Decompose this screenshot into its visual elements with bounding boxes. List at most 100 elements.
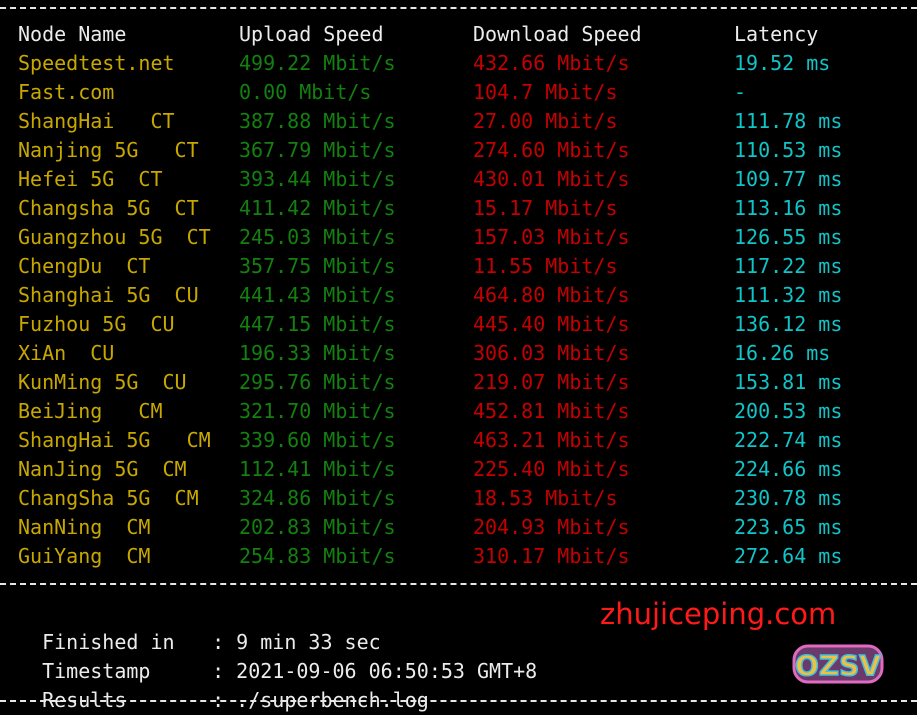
footer-finished: Finished in : 9 min 33 sec xyxy=(18,599,381,654)
divider-top xyxy=(0,7,917,9)
download-speed: 11.55 Mbit/s xyxy=(473,254,618,278)
download-speed: 432.66 Mbit/s xyxy=(473,51,630,75)
table-row: ShangHai CT 387.88 Mbit/s 27.00 Mbit/s 111.… xyxy=(0,107,917,136)
latency: 109.77 ms xyxy=(734,167,843,191)
table-row: Changsha 5G CT 411.42 Mbit/s 15.17 Mbit/s 1… xyxy=(0,194,917,223)
table-row: Nanjing 5G CT 367.79 Mbit/s 274.60 Mbit/s 1… xyxy=(0,136,917,165)
upload-speed: 393.44 Mbit/s xyxy=(239,167,396,191)
node-name: ChengDu CT xyxy=(18,254,151,278)
footer-timestamp: Timestamp : 2021-09-06 06:50:53 GMT+8 xyxy=(18,628,537,683)
node-name: Changsha 5G CT xyxy=(18,196,199,220)
table-row: Hefei 5G CT 393.44 Mbit/s 430.01 Mbit/s 109… xyxy=(0,165,917,194)
header-node-name: Node Name xyxy=(18,22,127,46)
latency: 111.78 ms xyxy=(734,109,843,133)
table-row: Fast.com 0.00 Mbit/s 104.7 Mbit/s - xyxy=(0,78,917,107)
watermark-text: zhujiceping.com xyxy=(600,597,837,631)
latency: 136.12 ms xyxy=(734,312,843,336)
download-speed: 204.93 Mbit/s xyxy=(473,515,630,539)
divider-bottom xyxy=(0,700,917,702)
upload-speed: 367.79 Mbit/s xyxy=(239,138,396,162)
upload-speed: 202.83 Mbit/s xyxy=(239,515,396,539)
download-speed: 274.60 Mbit/s xyxy=(473,138,630,162)
latency: 223.65 ms xyxy=(734,515,843,539)
latency: 110.53 ms xyxy=(734,138,843,162)
download-speed: 27.00 Mbit/s xyxy=(473,109,618,133)
node-name: Fast.com xyxy=(18,80,115,104)
latency: 272.64 ms xyxy=(734,544,843,568)
download-speed: 104.7 Mbit/s xyxy=(473,80,618,104)
node-name: Guangzhou 5G CT xyxy=(18,225,211,249)
latency: 16.26 ms xyxy=(734,341,831,365)
table-row: Speedtest.net 499.22 Mbit/s 432.66 Mbit/s 1… xyxy=(0,49,917,78)
upload-speed: 324.86 Mbit/s xyxy=(239,486,396,510)
latency: 200.53 ms xyxy=(734,399,843,423)
ozsv-logo-text: OZSV xyxy=(795,649,881,682)
table-row: GuiYang CM 254.83 Mbit/s 310.17 Mbit/s 272.… xyxy=(0,542,917,571)
download-speed: 445.40 Mbit/s xyxy=(473,312,630,336)
latency: 117.22 ms xyxy=(734,254,843,278)
node-name: ShangHai CT xyxy=(18,109,175,133)
timestamp-label: Timestamp xyxy=(42,659,151,683)
node-name: Shanghai 5G CU xyxy=(18,283,199,307)
node-name: XiAn CU xyxy=(18,341,115,365)
header-latency: Latency xyxy=(734,22,819,46)
table-header: Node Name Upload Speed Download Speed La… xyxy=(0,20,917,49)
upload-speed: 112.41 Mbit/s xyxy=(239,457,396,481)
table-row: ChengDu CT 357.75 Mbit/s 11.55 Mbit/s 117.2… xyxy=(0,252,917,281)
latency: 113.16 ms xyxy=(734,196,843,220)
latency: 111.32 ms xyxy=(734,283,843,307)
latency: 153.81 ms xyxy=(734,370,843,394)
node-name: Speedtest.net xyxy=(18,51,175,75)
download-speed: 464.80 Mbit/s xyxy=(473,283,630,307)
upload-speed: 357.75 Mbit/s xyxy=(239,254,396,278)
latency: 224.66 ms xyxy=(734,457,843,481)
node-name: NanNing CM xyxy=(18,515,151,539)
header-upload-speed: Upload Speed xyxy=(239,22,384,46)
upload-speed: 441.43 Mbit/s xyxy=(239,283,396,307)
finished-label: Finished in xyxy=(42,630,175,654)
node-name: ShangHai 5G CM xyxy=(18,428,211,452)
footer-results: Results: ./superbench.log xyxy=(18,657,429,712)
download-speed: 310.17 Mbit/s xyxy=(473,544,630,568)
upload-speed: 339.60 Mbit/s xyxy=(239,428,396,452)
upload-speed: 196.33 Mbit/s xyxy=(239,341,396,365)
upload-speed: 254.83 Mbit/s xyxy=(239,544,396,568)
download-speed: 430.01 Mbit/s xyxy=(473,167,630,191)
upload-speed: 447.15 Mbit/s xyxy=(239,312,396,336)
download-speed: 219.07 Mbit/s xyxy=(473,370,630,394)
node-name: ChangSha 5G CM xyxy=(18,486,199,510)
divider-middle xyxy=(0,583,917,585)
table-row: NanNing CM 202.83 Mbit/s 204.93 Mbit/s 223.… xyxy=(0,513,917,542)
latency: 222.74 ms xyxy=(734,428,843,452)
latency: 230.78 ms xyxy=(734,486,843,510)
node-name: Fuzhou 5G CU xyxy=(18,312,175,336)
upload-speed: 245.03 Mbit/s xyxy=(239,225,396,249)
table-row: Guangzhou 5G CT 245.03 Mbit/s 157.03 Mbit/… xyxy=(0,223,917,252)
node-name: NanJing 5G CM xyxy=(18,457,187,481)
upload-speed: 0.00 Mbit/s xyxy=(239,80,372,104)
download-speed: 18.53 Mbit/s xyxy=(473,486,618,510)
node-name: KunMing 5G CU xyxy=(18,370,187,394)
download-speed: 463.21 Mbit/s xyxy=(473,428,630,452)
download-speed: 452.81 Mbit/s xyxy=(473,399,630,423)
ozsv-logo: OZSV xyxy=(792,644,884,684)
upload-speed: 387.88 Mbit/s xyxy=(239,109,396,133)
upload-speed: 411.42 Mbit/s xyxy=(239,196,396,220)
table-row: BeiJing CM 321.70 Mbit/s 452.81 Mbit/s 200.… xyxy=(0,397,917,426)
download-speed: 306.03 Mbit/s xyxy=(473,341,630,365)
table-row: ShangHai 5G CM 339.60 Mbit/s 463.21 Mbit/s… xyxy=(0,426,917,455)
timestamp-value: : 2021-09-06 06:50:53 GMT+8 xyxy=(212,659,538,683)
download-speed: 157.03 Mbit/s xyxy=(473,225,630,249)
node-name: Nanjing 5G CT xyxy=(18,138,199,162)
table-row: Fuzhou 5G CU 447.15 Mbit/s 445.40 Mbit/s 13… xyxy=(0,310,917,339)
latency: 126.55 ms xyxy=(734,225,843,249)
table-row: ChangSha 5G CM 324.86 Mbit/s 18.53 Mbit/s 2… xyxy=(0,484,917,513)
download-speed: 225.40 Mbit/s xyxy=(473,457,630,481)
table-row: XiAn CU 196.33 Mbit/s 306.03 Mbit/s 16.26 m… xyxy=(0,339,917,368)
finished-value: : 9 min 33 sec xyxy=(212,630,381,654)
upload-speed: 295.76 Mbit/s xyxy=(239,370,396,394)
node-name: BeiJing CM xyxy=(18,399,163,423)
upload-speed: 321.70 Mbit/s xyxy=(239,399,396,423)
upload-speed: 499.22 Mbit/s xyxy=(239,51,396,75)
latency: - xyxy=(734,80,747,104)
